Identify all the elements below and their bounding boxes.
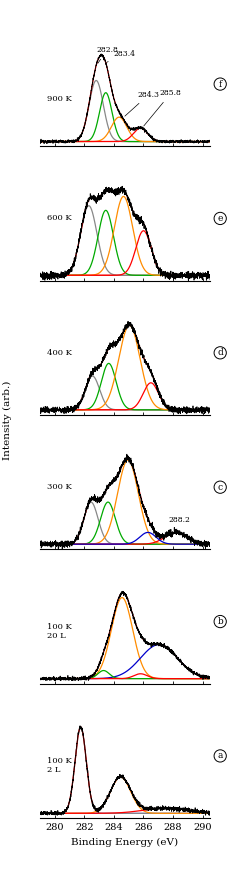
Text: a: a [218, 752, 223, 760]
Text: 600 K: 600 K [47, 214, 72, 222]
Text: b: b [217, 617, 223, 626]
Text: d: d [217, 348, 223, 357]
Text: 900 K: 900 K [47, 95, 72, 103]
Text: 285.8: 285.8 [144, 89, 182, 126]
Text: 100 K
20 L: 100 K 20 L [47, 623, 72, 640]
Text: 288.2: 288.2 [168, 515, 190, 529]
Text: e: e [218, 214, 223, 223]
X-axis label: Binding Energy (eV): Binding Energy (eV) [72, 837, 178, 847]
Text: 283.4: 283.4 [106, 50, 135, 63]
Text: 284.3: 284.3 [125, 91, 160, 116]
Text: 300 K: 300 K [47, 483, 72, 491]
Text: 400 K: 400 K [47, 349, 72, 357]
Text: f: f [218, 80, 222, 88]
Text: c: c [218, 483, 223, 492]
Text: Intensity (arb.): Intensity (arb.) [3, 381, 12, 459]
Text: 282.8: 282.8 [96, 46, 118, 63]
Text: 100 K
2 L: 100 K 2 L [47, 757, 72, 774]
